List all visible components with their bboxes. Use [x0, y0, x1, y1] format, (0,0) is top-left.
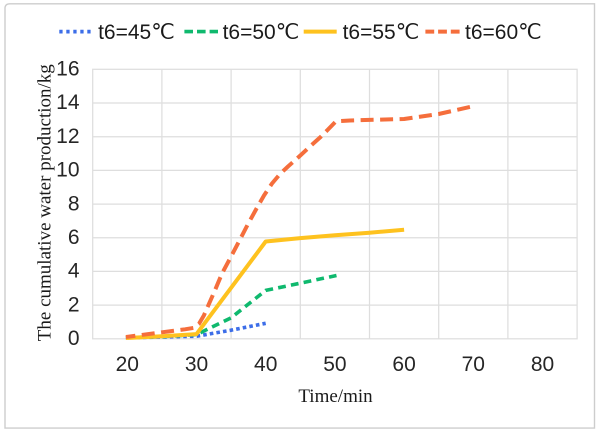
svg-text:10: 10 [56, 159, 79, 182]
svg-text:8: 8 [68, 192, 80, 215]
svg-text:Time/min: Time/min [298, 386, 373, 407]
svg-text:The cumulative water productio: The cumulative water production/kg [34, 64, 55, 341]
svg-text:4: 4 [68, 260, 80, 283]
svg-text:30: 30 [185, 353, 208, 376]
svg-text:t6=55℃: t6=55℃ [343, 21, 420, 44]
svg-text:6: 6 [68, 226, 80, 249]
svg-text:60: 60 [392, 353, 415, 376]
svg-text:20: 20 [116, 353, 139, 376]
svg-text:80: 80 [531, 353, 554, 376]
svg-text:t6=50℃: t6=50℃ [223, 21, 300, 44]
svg-text:t6=45℃: t6=45℃ [98, 21, 175, 44]
svg-text:14: 14 [56, 91, 80, 114]
svg-text:70: 70 [462, 353, 485, 376]
svg-text:16: 16 [56, 58, 79, 81]
svg-text:0: 0 [68, 327, 80, 350]
svg-text:2: 2 [68, 293, 80, 316]
svg-text:12: 12 [56, 125, 79, 148]
svg-text:50: 50 [323, 353, 346, 376]
svg-text:40: 40 [254, 353, 277, 376]
svg-text:t6=60℃: t6=60℃ [465, 21, 542, 44]
